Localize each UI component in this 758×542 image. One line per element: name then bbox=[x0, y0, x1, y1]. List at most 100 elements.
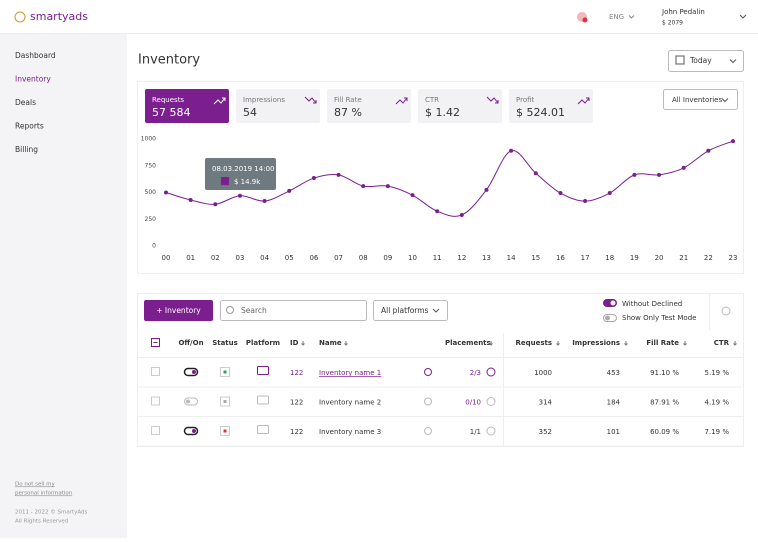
table-cell[interactable]: Inventory name 1 bbox=[319, 369, 381, 377]
metric-value: 54 bbox=[243, 106, 257, 119]
metric-value: $ 1.42 bbox=[425, 106, 460, 119]
metric-label: Fill Rate bbox=[334, 96, 362, 104]
sort-icon bbox=[733, 341, 737, 346]
add-placement[interactable] bbox=[486, 397, 496, 406]
user-name[interactable]: John Pedalin bbox=[661, 8, 705, 16]
status-dot bbox=[223, 429, 227, 433]
x-tick-label: 17 bbox=[581, 254, 590, 262]
point bbox=[706, 148, 711, 153]
point bbox=[237, 193, 242, 198]
point bbox=[188, 197, 193, 202]
nav-item[interactable]: Dashboard bbox=[15, 51, 56, 60]
column-header[interactable]: Impressions bbox=[572, 339, 620, 347]
column-header[interactable]: CTR bbox=[714, 339, 730, 347]
point bbox=[213, 202, 218, 207]
add-placement[interactable] bbox=[486, 367, 496, 377]
nav-item[interactable]: Inventory bbox=[15, 75, 51, 84]
table-cell[interactable]: Inventory name 3 bbox=[319, 428, 381, 436]
column-header[interactable]: Off/On bbox=[178, 339, 203, 347]
table-cell: 2/3 bbox=[470, 369, 481, 377]
inventory-filter[interactable]: All Inventories bbox=[672, 96, 722, 104]
nav-item[interactable]: Deals bbox=[15, 98, 36, 107]
table-cell: 122 bbox=[290, 428, 303, 436]
copyright: All Rights Reserved bbox=[15, 519, 68, 525]
column-header[interactable]: Name bbox=[319, 339, 342, 347]
line bbox=[165, 140, 734, 217]
nav-item[interactable]: Billing bbox=[15, 145, 38, 154]
table-cell: 101 bbox=[607, 428, 620, 436]
point bbox=[583, 199, 588, 204]
add-placement[interactable] bbox=[486, 426, 496, 436]
trend-icon bbox=[395, 97, 408, 105]
metric-card[interactable] bbox=[145, 89, 229, 123]
search-placeholder[interactable]: Search bbox=[241, 306, 267, 315]
point bbox=[484, 187, 489, 192]
platform-filter[interactable]: All platforms bbox=[381, 306, 429, 315]
nav-item[interactable]: Reports bbox=[15, 122, 44, 131]
table-cell: 7.19 % bbox=[705, 428, 730, 436]
table-cell[interactable]: Inventory name 2 bbox=[319, 399, 381, 407]
x-tick-label: 13 bbox=[482, 254, 491, 262]
platform-icon bbox=[257, 366, 269, 375]
x-tick-label: 19 bbox=[630, 254, 639, 262]
table-cell: 91.10 % bbox=[650, 369, 679, 377]
metric-label: Profit bbox=[516, 96, 535, 104]
platform-icon bbox=[257, 395, 269, 405]
search-box[interactable] bbox=[220, 300, 367, 321]
point bbox=[287, 188, 292, 193]
settings-icon[interactable] bbox=[424, 397, 432, 406]
point bbox=[385, 184, 390, 189]
table-cell: 314 bbox=[539, 399, 553, 407]
table-cell: 184 bbox=[607, 399, 621, 407]
point bbox=[164, 190, 168, 195]
sort-icon bbox=[556, 341, 560, 346]
point bbox=[262, 199, 267, 204]
metric-card[interactable] bbox=[236, 89, 320, 123]
point bbox=[311, 176, 316, 181]
column-header[interactable]: Fill Rate bbox=[646, 339, 679, 347]
x-tick-label: 04 bbox=[260, 254, 269, 262]
x-tick-label: 06 bbox=[309, 254, 318, 262]
toggle-label[interactable]: Show Only Test Mode bbox=[622, 314, 696, 322]
date-filter[interactable]: Today bbox=[689, 56, 712, 65]
column-header[interactable]: ID bbox=[290, 339, 299, 347]
footer-link[interactable]: personal information bbox=[15, 491, 73, 497]
add-inventory-button[interactable] bbox=[144, 300, 213, 321]
x-tick-label: 22 bbox=[704, 254, 713, 262]
point bbox=[336, 172, 341, 177]
settings-icon[interactable] bbox=[424, 427, 432, 435]
status-dot bbox=[223, 400, 227, 403]
x-tick-label: 08 bbox=[359, 254, 368, 262]
point bbox=[731, 139, 735, 144]
x-tick-label: 05 bbox=[285, 254, 294, 262]
row-checkbox[interactable] bbox=[151, 367, 160, 376]
metric-card[interactable] bbox=[509, 89, 593, 123]
brand: smartyads bbox=[30, 10, 88, 23]
row-checkbox[interactable] bbox=[151, 396, 160, 406]
metric-card[interactable] bbox=[418, 89, 502, 123]
x-tick-label: 18 bbox=[605, 254, 614, 262]
x-tick-label: 00 bbox=[162, 254, 171, 262]
table-cell: 352 bbox=[539, 428, 552, 436]
add-inventory-label[interactable]: + Inventory bbox=[156, 306, 201, 315]
platform-icon bbox=[257, 425, 269, 434]
point bbox=[459, 212, 464, 217]
sort-icon bbox=[344, 341, 348, 346]
metric-card[interactable] bbox=[327, 89, 411, 123]
point bbox=[509, 148, 514, 153]
status-dot bbox=[223, 370, 227, 374]
language[interactable]: ENG bbox=[609, 13, 624, 21]
table-cell: 5.19 % bbox=[705, 369, 730, 377]
point bbox=[632, 172, 637, 177]
column-header[interactable]: Placements bbox=[445, 339, 491, 347]
column-header[interactable]: Requests bbox=[515, 339, 552, 347]
footer-link[interactable]: Do not sell my bbox=[15, 482, 56, 488]
trend-icon bbox=[304, 96, 317, 104]
toggle-label[interactable]: Without Declined bbox=[622, 300, 682, 308]
y-tick-label: 250 bbox=[145, 216, 157, 223]
column-header[interactable]: Status bbox=[212, 339, 238, 347]
column-header[interactable]: Platform bbox=[246, 339, 280, 347]
settings-icon[interactable] bbox=[424, 368, 432, 376]
row-checkbox[interactable] bbox=[151, 426, 160, 435]
